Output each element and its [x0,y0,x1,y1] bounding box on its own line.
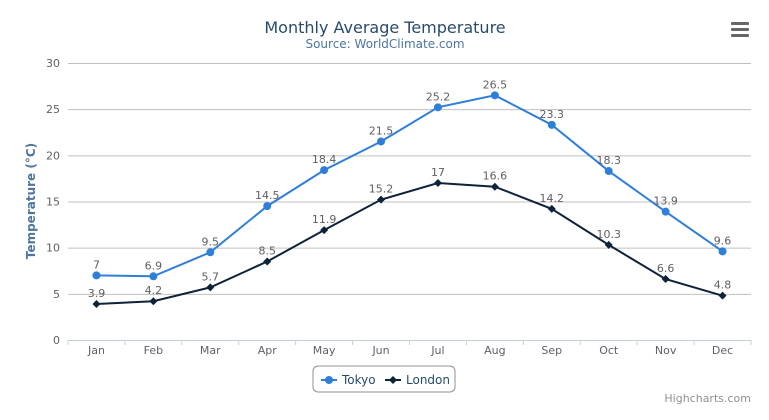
data-point [320,166,329,175]
x-tick-label: Aug [484,344,505,357]
x-tick-label: Jan [87,344,105,357]
x-tick-label: Feb [144,344,163,357]
series-line [96,182,723,305]
y-tick-label: 5 [53,288,60,301]
credits-link[interactable]: Highcharts.com [664,392,751,405]
data-point [206,283,215,292]
data-point [433,179,442,188]
data-point [490,182,499,191]
legend-item-london[interactable]: London [385,373,450,387]
data-label: 9.6 [714,234,732,247]
data-point [92,271,101,280]
data-label: 18.3 [596,154,621,167]
legend-label: London [406,373,450,387]
data-label: 23.3 [540,108,565,121]
legend: Tokyo London [312,365,456,393]
data-label: 15.2 [369,183,394,196]
y-tick-label: 10 [46,242,60,255]
data-label: 7 [93,258,100,271]
data-label: 18.4 [312,153,337,166]
data-label: 25.2 [426,90,451,103]
data-point [377,137,386,146]
data-point [604,240,613,249]
data-label: 6.6 [657,262,675,275]
data-point [433,103,442,112]
data-label: 3.9 [88,287,106,300]
data-label: 8.5 [258,245,276,258]
data-label: 4.2 [145,284,163,297]
legend-label: Tokyo [341,373,376,387]
legend-item-tokyo[interactable]: Tokyo [321,373,376,387]
data-point [604,167,613,176]
data-label: 17 [431,166,445,179]
x-tick-label: Apr [258,344,278,357]
data-label: 21.5 [369,124,394,137]
y-tick-label: 25 [46,103,60,116]
data-point [718,247,727,256]
y-tick-label: 15 [46,196,60,209]
x-tick-label: Jun [371,344,389,357]
y-tick-label: 20 [46,149,60,162]
data-point [263,257,272,266]
data-label: 11.9 [312,213,337,226]
data-point [547,120,556,129]
data-point [149,272,158,281]
data-label: 16.6 [483,170,508,183]
data-point [718,291,727,300]
data-label: 14.2 [540,192,565,205]
data-label: 4.8 [714,279,732,292]
x-tick-label: May [313,344,336,357]
x-tick-label: Nov [655,344,677,357]
chart-title: Monthly Average Temperature [264,18,505,37]
data-point [661,275,670,284]
chart-subtitle: Source: WorldClimate.com [305,37,464,51]
data-point [263,202,272,211]
y-tick-label: 0 [53,334,60,347]
series-london: 3.9 4.2 5.7 8.5 11.9 15.2 17 16.6 14.2 10.3 6.6 4.8 [88,166,732,308]
data-point [547,204,556,213]
data-point [490,91,499,100]
y-tick-label: 30 [46,57,60,70]
x-tick-label: Sep [541,344,562,357]
data-label: 14.5 [255,189,280,202]
data-label: 26.5 [483,78,508,91]
x-tick-label: Mar [200,344,221,357]
data-label: 10.3 [596,228,621,241]
x-tick-label: Dec [712,344,733,357]
data-label: 6.9 [145,259,163,272]
y-axis-title: Temperature (°C) [24,143,38,259]
data-point [320,226,329,235]
hamburger-menu-icon[interactable] [731,22,749,37]
series-tokyo: 7 6.9 9.5 14.5 18.4 21.5 25.2 26.5 23.3 18.3 13.9 9… [92,78,732,281]
series-line [96,94,724,278]
data-point [206,248,215,257]
data-point [661,207,670,216]
x-tick-label: Jul [430,344,444,357]
data-label: 13.9 [653,195,678,208]
data-point [377,195,386,204]
data-point [149,297,158,306]
data-label: 5.7 [202,270,220,283]
data-label: 9.5 [202,235,220,248]
x-tick-label: Oct [599,344,619,357]
data-point [92,299,101,308]
